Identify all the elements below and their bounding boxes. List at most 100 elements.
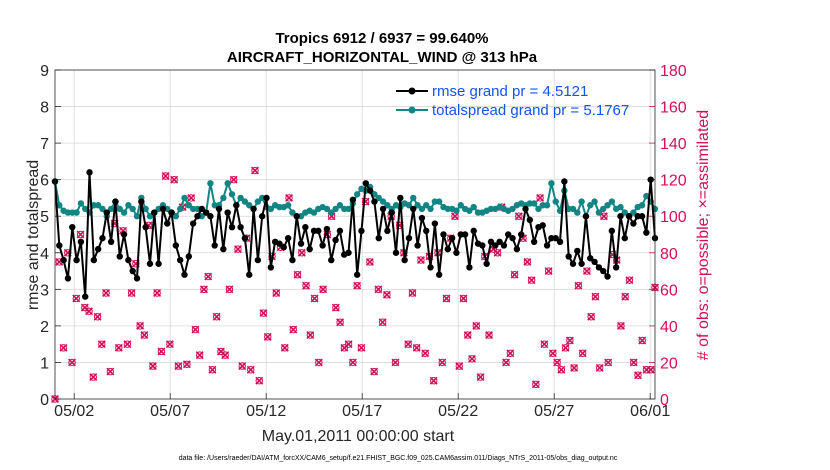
obs-possible-marker (544, 267, 553, 275)
y2-tick-label: 100 (660, 209, 687, 226)
y-tick-label: 5 (40, 209, 49, 226)
y-tick-label: 1 (40, 355, 49, 372)
rmse-point (530, 238, 538, 246)
rmse-point (246, 271, 253, 278)
obs-possible-marker (230, 175, 238, 184)
obs-assimilated-marker (463, 331, 472, 339)
obs-possible-marker (217, 347, 225, 356)
rmse-point (151, 209, 158, 216)
totalspread-point (224, 180, 231, 187)
rmse-point (254, 256, 262, 264)
totalspread-point (384, 202, 391, 209)
rmse-point (448, 234, 456, 242)
rmse-point (302, 223, 309, 231)
y-tick-label: 4 (40, 246, 49, 263)
rmse-point (371, 198, 378, 205)
rmse-point (336, 227, 344, 235)
obs-assimilated-marker (336, 318, 345, 327)
obs-possible-marker (93, 313, 102, 321)
rmse-point (621, 234, 628, 242)
obs-assimilated-marker (102, 289, 111, 297)
totalspread-point (591, 198, 598, 205)
obs-assimilated-marker (459, 294, 468, 303)
obs-possible-marker (85, 307, 93, 315)
rmse-point (600, 267, 607, 275)
obs-assimilated-marker (302, 281, 311, 290)
obs-assimilated-marker (421, 349, 430, 358)
obs-assimilated-marker (255, 376, 264, 385)
obs-assimilated-marker (148, 362, 157, 371)
rmse-point (176, 256, 184, 264)
y2-tick-label: 0 (660, 392, 669, 409)
obs-assimilated-marker (204, 272, 213, 281)
obs-assimilated-marker (523, 257, 532, 266)
obs-assimilated-marker (263, 332, 272, 341)
rmse-point (293, 213, 300, 220)
rmse-point (397, 194, 404, 202)
totalspread-point (241, 198, 249, 205)
series-lines (51, 169, 659, 300)
obs-assimilated-marker (280, 343, 289, 352)
totalspread-point (574, 209, 581, 216)
rmse-point (241, 234, 249, 242)
chart-subtitle: AIRCRAFT_HORIZONTAL_WIND @ 313 hPa (227, 49, 538, 66)
rmse-point (643, 229, 650, 236)
obs-assimilated-marker (344, 340, 353, 349)
y-tick-label: 7 (40, 136, 49, 153)
obs-assimilated-marker (365, 257, 374, 266)
obs-assimilated-marker (429, 376, 438, 385)
obs-possible-marker (68, 358, 76, 367)
obs-possible-marker (315, 358, 323, 367)
obs-assimilated-marker (165, 340, 174, 349)
totalspread-point (133, 213, 141, 220)
obs-possible-marker (621, 292, 629, 301)
obs-possible-marker (264, 333, 272, 341)
obs-possible-marker (340, 344, 349, 352)
obs-assimilated-marker (106, 367, 115, 376)
obs-assimilated-marker (199, 285, 208, 294)
rmse-point (405, 234, 413, 242)
obs-assimilated-marker (634, 371, 642, 380)
obs-assimilated-marker (416, 256, 425, 265)
y2-tick-label: 160 (660, 100, 687, 117)
y2-tick-label: 60 (660, 282, 678, 299)
rmse-point (526, 216, 534, 224)
rmse-point (194, 213, 201, 220)
y-tick-label: 8 (40, 100, 49, 117)
obs-possible-marker (127, 289, 136, 297)
totalspread-point (630, 209, 637, 216)
rmse-point (410, 205, 417, 213)
rmse-point (483, 260, 490, 267)
obs-possible-marker (98, 340, 106, 348)
obs-possible-marker (310, 294, 319, 303)
rmse-point (423, 227, 430, 235)
plot-frame (54, 69, 656, 400)
obs-assimilated-marker (565, 336, 574, 345)
obs-assimilated-marker (246, 365, 255, 374)
obs-assimilated-marker (476, 373, 485, 382)
obs-assimilated-marker (468, 354, 476, 363)
obs-possible-marker (510, 271, 519, 279)
rmse-point (185, 253, 193, 260)
obs-possible-marker (132, 260, 140, 268)
obs-possible-marker (370, 367, 378, 376)
rmse-point (181, 271, 188, 278)
obs-possible-marker (532, 380, 540, 389)
y-tick-label: 3 (40, 282, 49, 299)
rmse-point (453, 249, 460, 256)
rmse-point (379, 205, 387, 213)
rmse-point (267, 264, 275, 271)
obs-assimilated-marker (234, 245, 242, 254)
obs-assimilated-marker (561, 343, 570, 352)
rmse-point (86, 169, 93, 176)
obs-possible-marker (378, 318, 387, 326)
rmse-point (133, 275, 141, 282)
rmse-point (172, 242, 180, 249)
totalspread-point (220, 194, 227, 202)
obs-possible-marker (493, 249, 502, 257)
rmse-point (306, 245, 313, 253)
rmse-point (250, 205, 257, 213)
totalspread-point (414, 202, 421, 209)
rmse-point (388, 209, 395, 216)
obs-possible-marker (523, 258, 532, 266)
